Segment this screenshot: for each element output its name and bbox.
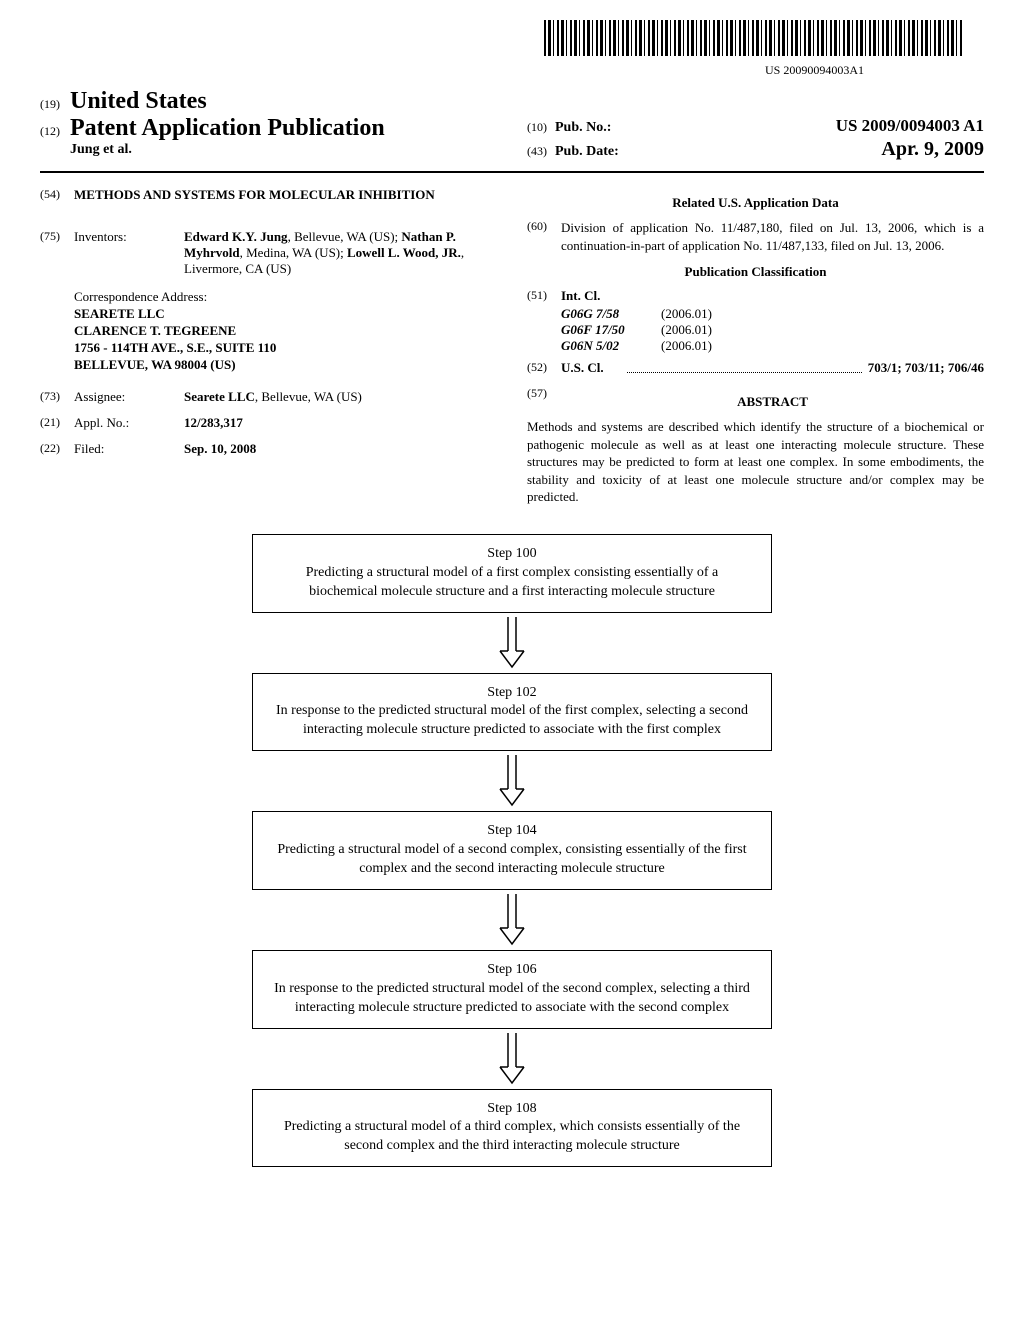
assignee-label: Assignee: [74, 389, 184, 405]
intcl-code: G06F 17/50 [561, 322, 661, 338]
header-authors: Jung et al. [70, 142, 497, 158]
abstract-text: Methods and systems are described which … [527, 418, 984, 506]
flow-step-text: Predicting a structural model of a first… [306, 565, 719, 599]
flow-step-label: Step 100 [271, 545, 753, 564]
inventors-value: Edward K.Y. Jung, Bellevue, WA (US); Nat… [184, 229, 497, 277]
flow-arrow [252, 755, 772, 807]
flow-box: Step 100Predicting a structural model of… [252, 534, 772, 613]
uscl-dots [627, 360, 862, 373]
pubdate-label: Pub. Date: [555, 144, 619, 160]
inventors-label: Inventors: [74, 229, 184, 277]
filed-value: Sep. 10, 2008 [184, 441, 497, 457]
correspondence-line2: CLARENCE T. TEGREENE [74, 323, 497, 340]
uscl-num: (52) [527, 360, 561, 376]
intcl-row: G06F 17/50(2006.01) [527, 322, 984, 338]
intcl-row: G06G 7/58(2006.01) [527, 306, 984, 322]
assignee-value: Searete LLC, Bellevue, WA (US) [184, 389, 497, 405]
correspondence-line3: 1756 - 114TH AVE., S.E., SUITE 110 [74, 340, 497, 357]
pubno-value: US 2009/0094003 A1 [836, 116, 984, 136]
uscl-label: U.S. Cl. [561, 360, 621, 376]
flow-box: Step 106In response to the predicted str… [252, 950, 772, 1029]
flow-step-text: In response to the predicted structural … [276, 703, 748, 737]
intcl-list: G06G 7/58(2006.01)G06F 17/50(2006.01)G06… [527, 306, 984, 354]
correspondence-line1: SEARETE LLC [74, 306, 497, 323]
barcode-graphic [544, 20, 964, 56]
pubtype-num: (12) [40, 124, 70, 139]
classification-heading: Publication Classification [527, 264, 984, 280]
flow-step-label: Step 106 [271, 961, 753, 980]
inventors-num: (75) [40, 229, 74, 277]
filed-label: Filed: [74, 441, 184, 457]
applno-value: 12/283,317 [184, 415, 497, 431]
intcl-code: G06N 5/02 [561, 338, 661, 354]
flow-arrow [252, 617, 772, 669]
intcl-version: (2006.01) [661, 322, 712, 338]
country-num: (19) [40, 97, 70, 112]
flow-step-label: Step 104 [271, 822, 753, 841]
title-num: (54) [40, 187, 74, 219]
flow-box: Step 108Predicting a structural model of… [252, 1089, 772, 1168]
flow-box: Step 102In response to the predicted str… [252, 673, 772, 752]
invention-title: METHODS AND SYSTEMS FOR MOLECULAR INHIBI… [74, 187, 435, 203]
pubtype-title: Patent Application Publication [70, 115, 385, 142]
intcl-row: G06N 5/02(2006.01) [527, 338, 984, 354]
abstract-heading: ABSTRACT [561, 394, 984, 410]
filed-num: (22) [40, 441, 74, 457]
intcl-version: (2006.01) [661, 306, 712, 322]
intcl-code: G06G 7/58 [561, 306, 661, 322]
body-columns: (54) METHODS AND SYSTEMS FOR MOLECULAR I… [40, 187, 984, 506]
pubno-num: (10) [527, 120, 555, 135]
related-heading: Related U.S. Application Data [527, 195, 984, 211]
correspondence-heading: Correspondence Address: [74, 289, 497, 306]
flow-step-text: In response to the predicted structural … [274, 981, 750, 1015]
applno-label: Appl. No.: [74, 415, 184, 431]
assignee-num: (73) [40, 389, 74, 405]
barcode-region: US 20090094003A1 [40, 20, 984, 78]
pubdate-num: (43) [527, 144, 555, 159]
correspondence-line4: BELLEVUE, WA 98004 (US) [74, 357, 497, 374]
flow-box: Step 104Predicting a structural model of… [252, 811, 772, 890]
flow-arrow [252, 1033, 772, 1085]
pubdate-value: Apr. 9, 2009 [881, 138, 984, 161]
flow-step-label: Step 102 [271, 684, 753, 703]
left-column: (54) METHODS AND SYSTEMS FOR MOLECULAR I… [40, 187, 497, 506]
applno-num: (21) [40, 415, 74, 431]
flow-step-text: Predicting a structural model of a third… [284, 1119, 740, 1153]
intcl-num: (51) [527, 288, 561, 304]
header-block: (19) United States (12) Patent Applicati… [40, 88, 984, 163]
abstract-num: (57) [527, 386, 561, 418]
related-num: (60) [527, 219, 561, 254]
country-name: United States [70, 88, 207, 115]
intcl-version: (2006.01) [661, 338, 712, 354]
header-rule [40, 171, 984, 173]
related-text: Division of application No. 11/487,180, … [561, 219, 984, 254]
flow-step-label: Step 108 [271, 1100, 753, 1119]
barcode-text: US 20090094003A1 [40, 63, 864, 78]
flowchart: Step 100Predicting a structural model of… [252, 534, 772, 1167]
pubno-label: Pub. No.: [555, 120, 611, 136]
intcl-label: Int. Cl. [561, 288, 600, 304]
correspondence-block: Correspondence Address: SEARETE LLC CLAR… [74, 289, 497, 373]
uscl-value: 703/1; 703/11; 706/46 [868, 360, 984, 376]
right-column: Related U.S. Application Data (60) Divis… [527, 187, 984, 506]
flow-step-text: Predicting a structural model of a secon… [277, 842, 746, 876]
flow-arrow [252, 894, 772, 946]
